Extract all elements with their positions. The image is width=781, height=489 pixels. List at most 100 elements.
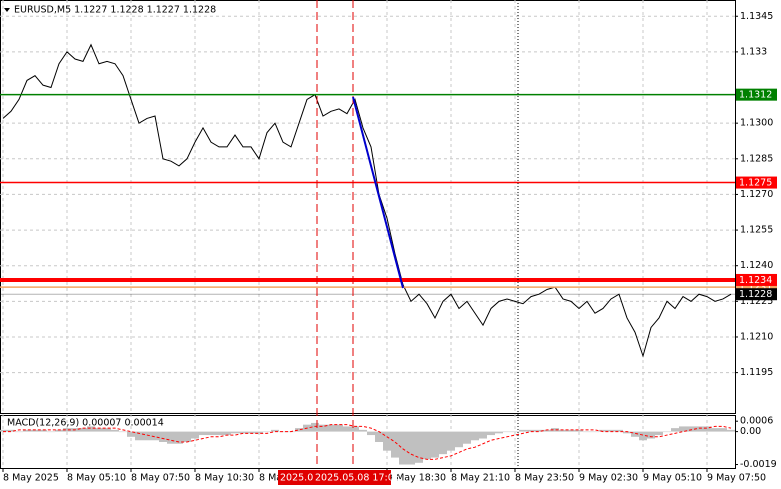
macd-bar [183,431,191,442]
macd-bar [223,431,231,436]
macd-bar [679,426,687,432]
macd-bar [615,429,623,432]
macd-bar [271,429,279,432]
macd-bar [15,431,23,433]
macd-bar [719,428,727,432]
macd-bar [311,422,319,432]
macd-bar [143,431,151,441]
macd-bar [431,431,439,458]
x-tick-label: 9 May 07:50 [707,473,766,484]
macd-bar [63,428,71,432]
macd-bar [367,431,375,436]
price-level-box [736,273,777,286]
macd-bar [543,429,551,432]
macd-bar [519,429,527,432]
macd-bar [591,431,599,433]
macd-bar [159,431,167,442]
macd-bar [167,431,175,444]
macd-bar [79,428,87,432]
macd-bar [655,431,663,436]
macd-bar [415,431,423,463]
macd-bar [463,431,471,444]
grid: 1.1345 1.133 1.1300 1.1285 1.1270 1.1255 1.124… [0,0,777,470]
signal-line [3,424,732,460]
macd-bar [487,431,495,436]
macd-bar [567,429,575,432]
macd-bar [255,431,263,434]
price-level-label: 1.1275 [739,178,772,189]
macd-bar [471,431,479,441]
macd-bar [263,431,271,433]
y-tick-label: 1.1195 [740,367,773,378]
y-tick-label: 1.1285 [740,153,773,164]
x-tick-label: 8 May 10:30 [195,473,254,484]
macd-bar [135,431,143,441]
macd-bar [551,428,559,432]
x-tick-label: 8 May 2025 [3,473,59,484]
y-tick-label: 1.1240 [740,260,773,271]
macd-bar [39,429,47,432]
macd-bar [623,431,631,434]
macd-bar [111,429,119,432]
macd-bar [511,431,519,433]
macd-bar [727,429,735,432]
macd-bar [439,431,447,455]
x-tick-label: 8 May 18:30 [387,473,446,484]
x-tick-label: 8 Ma [259,473,282,484]
chart-title: EURUSD,M5 1.1227 1.1228 1.1227 1.1228 [14,5,216,16]
macd-bar [31,429,39,432]
trend-line [352,96,404,289]
macd-bar [423,431,431,460]
menu-icon [4,8,10,12]
macd-bar [631,431,639,437]
macd-bar [127,431,135,437]
y-tick-label: 0.00 [740,426,761,437]
macd-bar [47,431,55,433]
macd-bar [191,431,199,439]
macd-bar [199,431,207,436]
price-level-box [736,88,777,101]
macd-bar [231,431,239,434]
macd-bar [671,428,679,432]
crosshair-label: 2025.05 [280,473,319,484]
macd-bar [399,431,407,465]
y-tick-label: 1.1300 [740,118,773,129]
macd-bar [583,431,591,433]
y-tick-label: 1.1255 [740,225,773,236]
crosshair-label: 2025.05.08 17:05 [315,473,400,484]
macd-bar [687,426,695,432]
macd-bar [151,431,159,441]
macd-bar [0,429,7,432]
macd-bar [55,429,63,432]
macd-bar [359,429,367,432]
macd-bar [343,426,351,432]
crosshair-label-box [313,470,391,485]
macd-bar [407,431,415,465]
macd-frame [0,415,736,469]
price-level-label: 1.1228 [739,289,772,300]
macd-bar [375,431,383,442]
price-line [2,43,732,358]
macd-bar [607,429,615,432]
macd-bar [23,429,31,432]
macd-bar [119,431,127,433]
macd-bar [559,429,567,432]
macd-bar [247,431,255,434]
macd-bar [455,431,463,448]
y-tick-label: 1.133 [740,46,767,57]
macd-bar [527,429,535,432]
price-level-label: 1.1234 [739,275,772,286]
macd-bar [599,429,607,432]
macd-bar [319,424,327,432]
main-frame [0,0,736,414]
macd-bar [711,428,719,432]
marks [0,43,735,465]
macd-bar [335,424,343,432]
macd-bar [239,431,247,434]
macd-bar [447,431,455,451]
macd-bar [175,431,183,444]
y-tick-label: 1.1210 [740,331,773,342]
macd-bar [535,429,543,432]
